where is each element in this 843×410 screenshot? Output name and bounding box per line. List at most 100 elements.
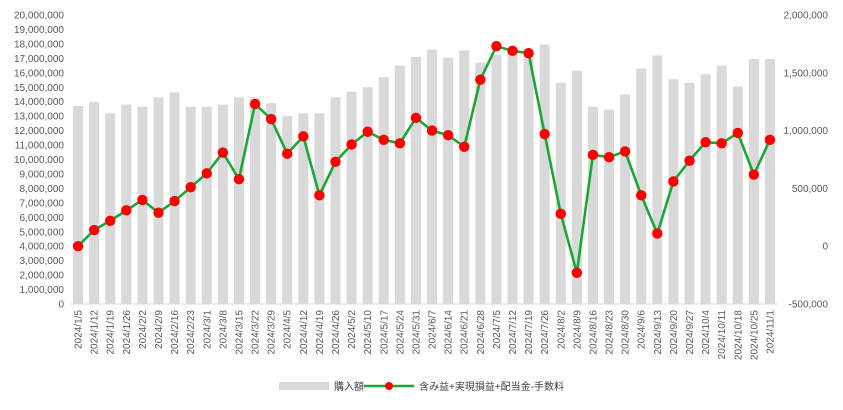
y-left-tick-label: 18,000,000 — [14, 39, 64, 50]
x-tick-label: 2024/8/2 — [556, 310, 567, 349]
line-point — [105, 215, 116, 226]
line-point — [442, 130, 454, 141]
bar — [330, 97, 341, 305]
x-tick-label: 2024/10/25 — [749, 310, 760, 360]
x-tick-label: 2024/3/1 — [202, 310, 213, 349]
x-tick-label: 2024/10/18 — [733, 310, 744, 360]
bar — [668, 79, 679, 304]
bar — [346, 91, 357, 304]
y-right-tick-label: 1,000,000 — [784, 126, 829, 137]
bar — [89, 101, 100, 304]
x-tick-label: 2024/8/30 — [621, 310, 632, 355]
bar — [410, 56, 421, 304]
line-point — [330, 156, 341, 168]
x-tick-label: 2024/9/6 — [637, 310, 648, 349]
x-tick-label: 2024/1/19 — [106, 310, 117, 355]
y-left-tick-label: 6,000,000 — [20, 213, 65, 224]
legend: 購入額 含み益+実現損益+配当金-手数料 — [279, 380, 564, 393]
line-point — [346, 139, 357, 150]
bar — [105, 113, 116, 304]
x-tick-label: 2024/7/5 — [492, 310, 503, 349]
line-point — [668, 176, 679, 187]
y-left-tick-label: 5,000,000 — [20, 227, 65, 238]
x-tick-label: 2024/7/12 — [508, 310, 519, 355]
x-tick-label: 2024/10/11 — [717, 310, 728, 360]
line-series-markers — [72, 41, 776, 278]
x-tick-label: 2024/9/20 — [669, 310, 680, 355]
x-tick-label: 2024/5/31 — [411, 310, 422, 355]
y-left-tick-label: 16,000,000 — [14, 68, 64, 79]
x-tick-label: 2024/2/23 — [186, 310, 197, 355]
line-point — [314, 190, 325, 201]
y-left-tick-label: 10,000,000 — [14, 155, 64, 166]
bar — [201, 106, 212, 304]
bar — [636, 68, 647, 304]
y-right-tick-label: 0 — [822, 242, 828, 253]
line-point — [475, 74, 486, 85]
line-point — [523, 47, 534, 59]
y-right-tick-label: 2,000,000 — [784, 11, 829, 22]
legend-bar-swatch — [279, 382, 329, 390]
y-left-tick-label: 1,000,000 — [20, 285, 65, 296]
x-tick-label: 2024/8/23 — [605, 310, 616, 355]
x-tick-label: 2024/3/22 — [251, 310, 262, 355]
x-tick-label: 2024/5/17 — [379, 310, 390, 355]
y-left-tick-label: 3,000,000 — [20, 256, 65, 267]
line-point — [201, 168, 212, 179]
y-left-tick-label: 13,000,000 — [14, 112, 64, 123]
line-point — [732, 127, 743, 139]
line-point — [185, 182, 196, 193]
line-point — [636, 190, 647, 201]
bar — [137, 106, 148, 304]
x-tick-label: 2024/2/16 — [170, 310, 181, 355]
x-tick-label: 2024/8/9 — [572, 310, 583, 349]
line-point — [587, 149, 599, 161]
bar — [555, 82, 566, 304]
x-tick-label: 2024/10/4 — [701, 310, 712, 355]
x-axis: 2024/1/5 2024/1/12 2024/1/19 2024/1/26 2024/… — [70, 303, 778, 360]
bar — [266, 103, 277, 305]
line-point — [362, 126, 373, 137]
x-tick-label: 2024/6/28 — [476, 310, 487, 355]
legend-line-marker — [385, 382, 393, 390]
line-point — [410, 112, 422, 124]
bar — [427, 49, 438, 305]
bar — [121, 104, 132, 304]
x-tick-label: 2024/7/26 — [540, 310, 551, 355]
x-tick-label: 2024/4/12 — [299, 310, 310, 355]
bar — [571, 70, 582, 304]
line-point — [217, 147, 229, 158]
bar — [217, 104, 228, 304]
x-tick-label: 2024/4/19 — [315, 310, 326, 355]
y-right-tick-label: -500,000 — [789, 300, 829, 311]
bar — [233, 97, 244, 305]
line-point — [459, 141, 470, 152]
bar — [362, 87, 373, 304]
y-left-tick-label: 4,000,000 — [20, 242, 65, 253]
line-point — [571, 267, 583, 278]
line-point — [603, 151, 615, 163]
line-point — [764, 134, 776, 146]
legend-bar-label: 購入額 — [334, 380, 364, 393]
bar — [378, 77, 389, 304]
x-tick-label: 2024/9/27 — [685, 310, 696, 355]
x-tick-label: 2024/2/2 — [138, 310, 149, 349]
bar — [475, 62, 486, 304]
y-left-tick-label: 17,000,000 — [14, 54, 64, 65]
line-point — [394, 138, 406, 149]
x-tick-label: 2024/4/26 — [331, 310, 342, 355]
y-right-tick-label: 500,000 — [792, 184, 829, 195]
line-point — [700, 136, 711, 148]
y-axis-left: 0 1,000,000 2,000,000 3,000,000 4,000,000 5,0… — [14, 11, 65, 311]
bar — [700, 74, 711, 305]
x-tick-label: 2024/5/10 — [363, 310, 374, 355]
line-point — [169, 195, 180, 207]
bar — [604, 109, 615, 305]
line-point — [619, 146, 631, 157]
x-tick-label: 2024/5/24 — [395, 310, 406, 355]
bar — [507, 50, 518, 305]
legend-line-label: 含み益+実現損益+配当金-手数料 — [419, 380, 564, 393]
line-point — [233, 173, 245, 185]
y-left-tick-label: 7,000,000 — [20, 198, 65, 209]
